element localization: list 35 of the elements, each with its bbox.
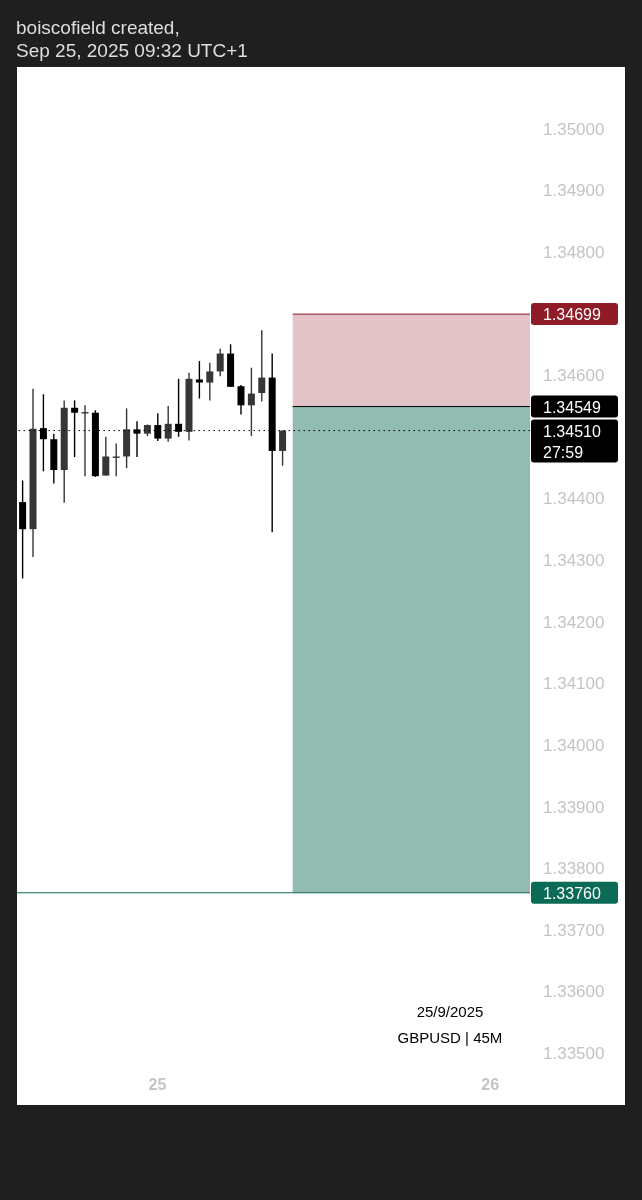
candlestick xyxy=(102,436,110,477)
y-tick-label: 1.33800 xyxy=(543,859,605,879)
candlestick xyxy=(237,384,245,416)
y-tick-label: 1.34200 xyxy=(543,612,605,632)
candlestick xyxy=(279,429,287,467)
candlestick xyxy=(195,360,203,400)
candlestick xyxy=(164,405,172,443)
y-tick-label: 1.33600 xyxy=(543,982,605,1002)
ref-line-label: 1.34510 27:59 xyxy=(543,422,601,461)
candlestick xyxy=(216,347,224,378)
y-tick-label: 1.33500 xyxy=(543,1044,605,1064)
y-tick-label: 1.35000 xyxy=(543,119,605,139)
x-tick-label: 26 xyxy=(481,1076,500,1094)
y-tick-label: 1.34100 xyxy=(543,674,605,694)
y-tick-label: 1.33900 xyxy=(543,797,605,817)
y-tick-label: 1.34400 xyxy=(543,489,605,509)
candlestick xyxy=(247,367,255,437)
annotation: GBPUSD | 45M xyxy=(397,1029,503,1046)
y-tick-label: 1.34600 xyxy=(543,366,605,386)
chart-title: boiscofield created, xyxy=(16,16,181,39)
y-tick-label: 1.34900 xyxy=(543,181,605,201)
ref-line-label: 1.34549 xyxy=(543,398,601,416)
ref-line-label: 1.34699 xyxy=(543,305,601,323)
y-tick-label: 1.34300 xyxy=(543,551,605,571)
candlestick xyxy=(81,404,89,477)
chart-subtitle: Sep 25, 2025 09:32 UTC+1 xyxy=(16,39,248,62)
y-tick-label: 1.33700 xyxy=(543,920,605,940)
x-tick-label: 25 xyxy=(148,1076,167,1094)
annotation: 25/9/2025 xyxy=(416,1003,484,1020)
candlestick xyxy=(206,362,214,402)
ref-line-label: 1.33760 xyxy=(543,884,601,902)
candlestick xyxy=(112,442,120,477)
y-tick-label: 1.34000 xyxy=(543,735,605,755)
candlestick xyxy=(258,329,266,403)
y-tick-label: 1.34800 xyxy=(543,242,605,262)
